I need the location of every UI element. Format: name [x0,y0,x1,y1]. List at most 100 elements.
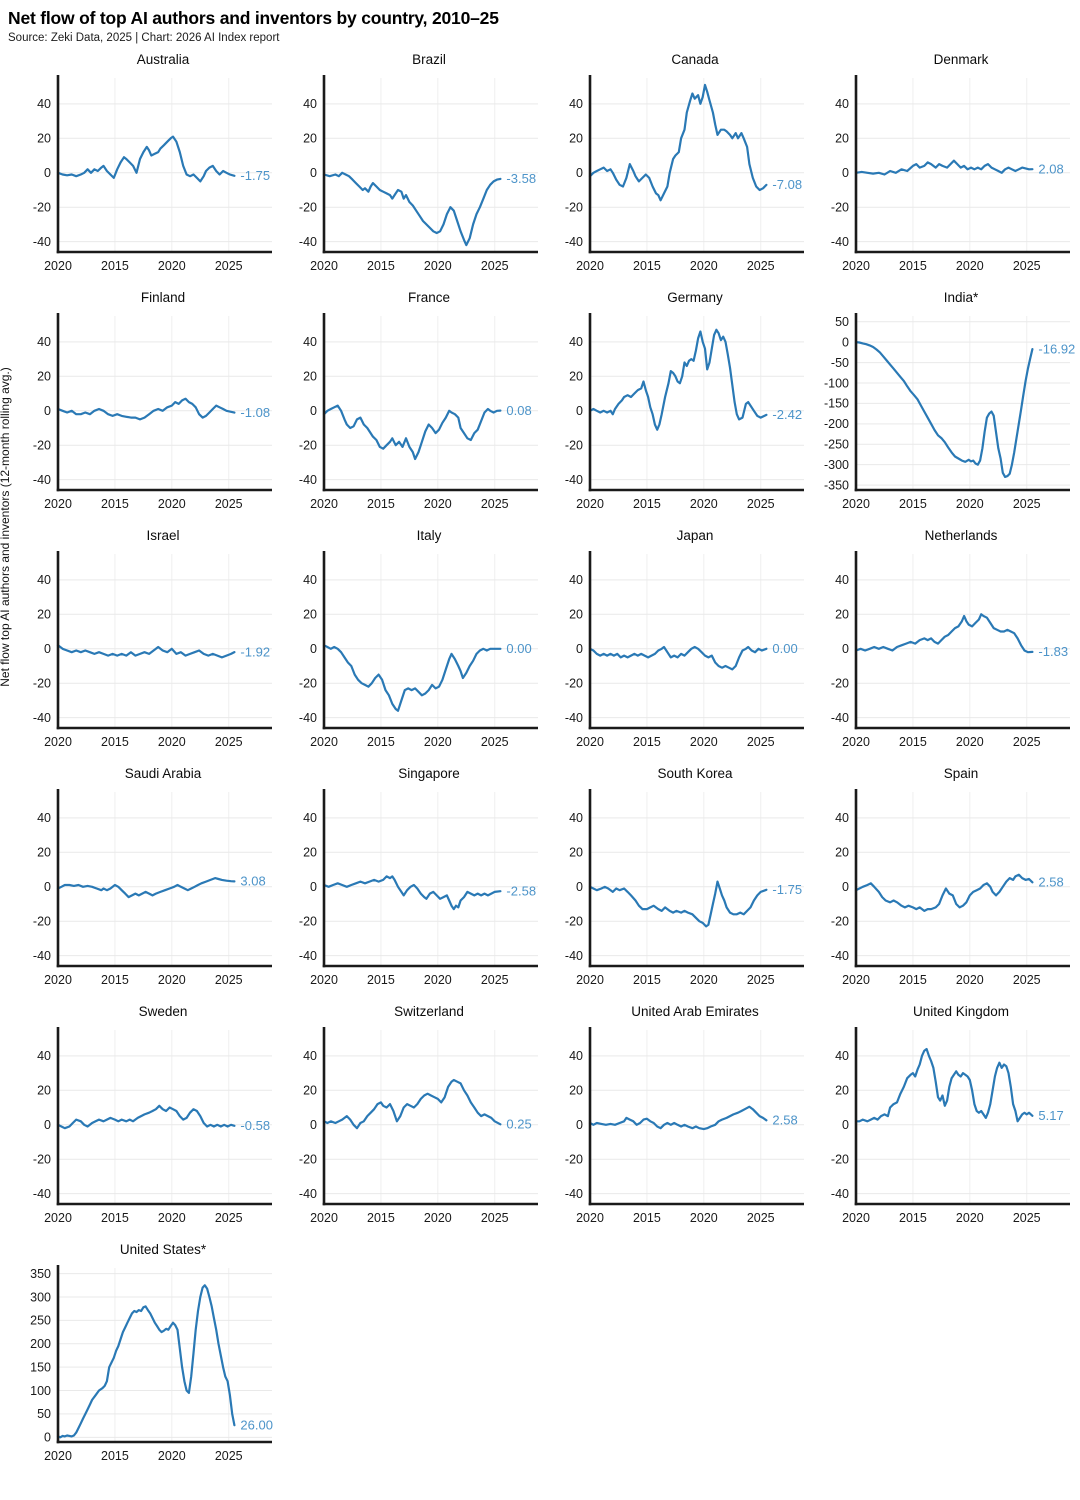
y-tick-label: -40 [299,473,317,487]
chart-plot: 40 20 0 -20 -40 2020 2015 2020 2025 0.00 [565,551,804,749]
data-line [588,83,768,202]
data-line [56,397,236,421]
y-tick-label: 50 [835,315,849,329]
y-tick-label: 40 [37,573,51,587]
x-tick-label: 2015 [367,1211,395,1225]
x-tick-label: 2020 [44,1211,72,1225]
x-tick-label: 2020 [310,259,338,273]
y-tick-label: 0 [310,642,317,656]
x-tick-label: 2025 [215,259,243,273]
chart-plot: 40 20 0 -20 -40 2020 2015 2020 2025 0.00 [299,551,538,749]
x-tick-label: 2020 [424,259,452,273]
data-line [854,613,1034,654]
x-tick-label: 2020 [158,1211,186,1225]
y-tick-label: 20 [303,846,317,860]
y-tick-label: -20 [831,1153,849,1167]
y-tick-label: 0 [842,642,849,656]
y-tick-label: 40 [37,97,51,111]
y-tick-label: 40 [835,97,849,111]
x-tick-label: 2020 [158,497,186,511]
y-tick-label: 40 [569,573,583,587]
end-value-label: -0.58 [240,1118,270,1133]
y-tick-label: -20 [299,1153,317,1167]
y-tick-label: -40 [565,1187,583,1201]
chart-cell: Canada 40 20 0 -20 -40 2020 2015 2020 2025 -7.08 [548,50,814,288]
end-value-label: 2.58 [772,1113,797,1128]
chart-cell: France 40 20 0 -20 -40 2020 2015 2020 2025 0.08 [282,288,548,526]
end-value-label: -1.92 [240,644,270,659]
x-tick-label: 2020 [424,735,452,749]
x-tick-label: 2025 [481,1211,509,1225]
y-tick-label: -40 [565,473,583,487]
y-tick-label: 20 [37,608,51,622]
chart-plot: 40 20 0 -20 -40 2020 2015 2020 2025 -0.58 [33,1027,272,1225]
y-tick-label: 40 [37,335,51,349]
data-line [322,171,502,247]
end-value-label: 0.00 [506,641,531,656]
y-tick-label: -350 [824,478,849,492]
chart-cell: Brazil 40 20 0 -20 -40 2020 2015 2020 2025 -3.58 [282,50,548,288]
shared-y-axis-label: Net flow top AI authors and inventors (1… [0,367,12,687]
chart-cell: Netherlands 40 20 0 -20 -40 2020 2015 2020 2025 -… [814,526,1080,764]
chart-title: Canada [671,52,719,67]
end-value-label: -1.75 [772,882,802,897]
y-tick-label: -40 [299,949,317,963]
chart-title: South Korea [657,766,733,781]
chart-title: United Arab Emirates [631,1004,759,1019]
y-tick-label: 0 [842,880,849,894]
x-tick-label: 2020 [310,973,338,987]
x-tick-label: 2020 [690,259,718,273]
x-tick-label: 2015 [633,735,661,749]
y-tick-label: 20 [835,132,849,146]
y-tick-label: -20 [33,915,51,929]
end-value-label: 2.58 [1038,875,1063,890]
chart-title: France [407,290,451,305]
x-tick-label: 2025 [215,497,243,511]
y-tick-label: 0 [44,1431,51,1445]
x-tick-label: 2020 [842,259,870,273]
x-tick-label: 2020 [576,497,604,511]
chart-plot: 40 20 0 -20 -40 2020 2015 2020 2025 -1.75 [33,75,272,273]
x-tick-label: 2020 [576,735,604,749]
y-tick-label: 200 [30,1337,51,1351]
y-tick-label: -20 [299,439,317,453]
x-tick-label: 2025 [215,973,243,987]
x-tick-label: 2025 [1013,735,1041,749]
chart-title: India* [943,290,979,305]
end-value-label: 0.25 [506,1117,531,1132]
chart-plot: 40 20 0 -20 -40 2020 2015 2020 2025 0.25 [299,1027,538,1225]
end-value-label: 0.08 [506,403,531,418]
x-tick-label: 2015 [899,259,927,273]
chart-cell: Saudi Arabia 40 20 0 -20 -40 2020 2015 2020 2025… [16,764,282,1002]
y-tick-label: 20 [303,132,317,146]
chart-title: Italy [416,528,442,543]
x-tick-label: 2020 [44,259,72,273]
y-tick-label: 40 [37,1049,51,1063]
y-tick-label: 20 [569,1084,583,1098]
chart-cell: Finland 40 20 0 -20 -40 2020 2015 2020 2025 -1.08 [16,288,282,526]
y-tick-label: 40 [835,573,849,587]
y-tick-label: 350 [30,1267,51,1281]
y-tick-label: -200 [824,417,849,431]
x-tick-label: 2015 [101,497,129,511]
end-value-label: 2.08 [1038,161,1063,176]
y-tick-label: 0 [310,1118,317,1132]
y-tick-label: 0 [576,404,583,418]
x-tick-label: 2015 [101,735,129,749]
y-tick-label: -20 [33,201,51,215]
x-tick-label: 2020 [158,1449,186,1463]
x-tick-label: 2025 [481,735,509,749]
charts-area: Net flow top AI authors and inventors (1… [0,50,1080,1478]
x-tick-label: 2015 [367,735,395,749]
chart-cell: United States* 350 300 250 200 150 100 50 0 2020… [16,1240,282,1478]
chart-cell: Israel 40 20 0 -20 -40 2020 2015 2020 2025 -1.92 [16,526,282,764]
y-tick-label: -20 [299,201,317,215]
y-tick-label: 20 [37,1084,51,1098]
x-tick-label: 2020 [842,1211,870,1225]
x-tick-label: 2025 [747,735,775,749]
x-tick-label: 2020 [690,973,718,987]
end-value-label: 26.00 [240,1417,273,1432]
x-tick-label: 2015 [367,259,395,273]
chart-title: Singapore [398,766,460,781]
y-tick-label: 0 [44,166,51,180]
